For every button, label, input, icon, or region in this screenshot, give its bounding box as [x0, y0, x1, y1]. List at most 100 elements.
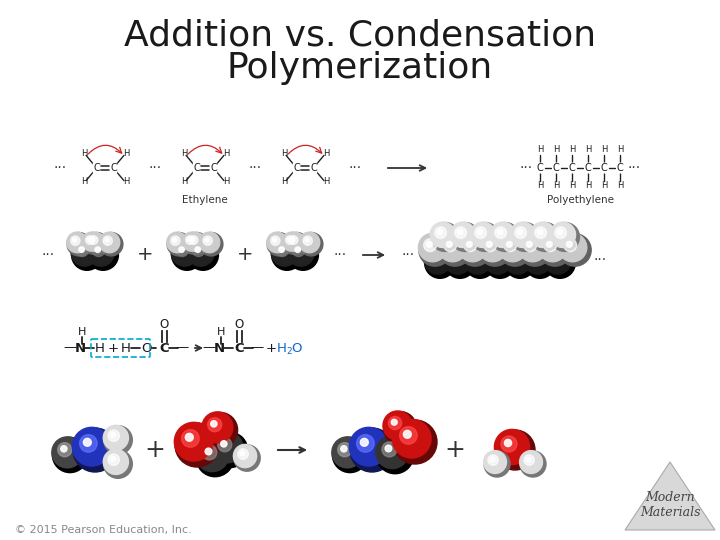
Text: ···: ···	[402, 248, 415, 262]
Circle shape	[305, 238, 309, 242]
Circle shape	[524, 247, 552, 274]
Circle shape	[389, 416, 402, 430]
Circle shape	[332, 437, 363, 468]
Circle shape	[477, 230, 482, 234]
Circle shape	[212, 433, 248, 468]
Circle shape	[490, 457, 495, 462]
Text: H: H	[323, 178, 329, 186]
Circle shape	[520, 450, 542, 474]
Text: Polyethylene: Polyethylene	[546, 195, 613, 205]
Circle shape	[478, 233, 507, 262]
Circle shape	[501, 436, 517, 452]
Text: C: C	[293, 163, 300, 173]
Circle shape	[349, 427, 388, 466]
Circle shape	[300, 233, 323, 256]
Circle shape	[512, 255, 518, 260]
Text: H: H	[585, 181, 591, 191]
Circle shape	[549, 252, 562, 265]
Text: ···: ···	[348, 161, 361, 175]
Text: +: +	[107, 341, 119, 354]
Circle shape	[455, 227, 467, 239]
Circle shape	[287, 239, 314, 266]
Circle shape	[238, 449, 248, 460]
Circle shape	[376, 436, 409, 469]
Circle shape	[187, 239, 215, 266]
Text: ···: ···	[42, 248, 55, 262]
Text: Addition vs. Condensation: Addition vs. Condensation	[124, 18, 596, 52]
Circle shape	[475, 227, 487, 239]
Circle shape	[186, 232, 204, 251]
Circle shape	[518, 233, 546, 262]
Circle shape	[450, 222, 475, 247]
Circle shape	[173, 238, 177, 242]
Text: O: O	[140, 341, 151, 354]
Text: ···: ···	[148, 161, 161, 175]
Circle shape	[529, 252, 541, 265]
Text: ···: ···	[593, 253, 606, 267]
Circle shape	[520, 451, 546, 477]
Circle shape	[205, 448, 212, 455]
Circle shape	[240, 451, 245, 456]
Circle shape	[470, 222, 495, 247]
Text: —: —	[202, 341, 215, 354]
Circle shape	[400, 427, 417, 444]
Circle shape	[444, 247, 471, 274]
Circle shape	[530, 222, 556, 247]
Circle shape	[555, 227, 567, 239]
Circle shape	[488, 455, 498, 465]
Circle shape	[171, 240, 202, 271]
Circle shape	[435, 227, 446, 239]
Circle shape	[539, 233, 567, 262]
Circle shape	[519, 234, 551, 266]
Circle shape	[495, 227, 506, 239]
Circle shape	[286, 236, 294, 245]
Text: +: +	[137, 246, 153, 265]
Circle shape	[82, 233, 104, 254]
Circle shape	[384, 411, 416, 444]
Circle shape	[86, 233, 107, 254]
Circle shape	[67, 233, 91, 256]
Circle shape	[484, 450, 506, 474]
Text: Modern
Materials: Modern Materials	[640, 491, 701, 519]
Circle shape	[52, 437, 83, 468]
Circle shape	[445, 248, 475, 278]
Circle shape	[289, 236, 298, 245]
Circle shape	[202, 412, 233, 443]
Circle shape	[60, 446, 67, 452]
Text: C: C	[93, 163, 100, 173]
Circle shape	[104, 426, 132, 454]
Text: ···: ···	[519, 161, 533, 175]
Circle shape	[80, 435, 97, 452]
Text: N: N	[213, 341, 225, 354]
Circle shape	[286, 233, 307, 254]
Circle shape	[492, 255, 498, 260]
Text: C: C	[569, 163, 575, 173]
Circle shape	[498, 230, 503, 234]
Circle shape	[53, 437, 88, 472]
Circle shape	[92, 244, 104, 256]
Text: C: C	[159, 341, 168, 354]
Circle shape	[110, 433, 116, 437]
Circle shape	[552, 255, 557, 260]
Circle shape	[287, 238, 292, 241]
Text: H: H	[585, 145, 591, 154]
Circle shape	[546, 241, 552, 247]
Circle shape	[181, 430, 199, 447]
Circle shape	[67, 232, 87, 253]
Text: N: N	[74, 341, 86, 354]
Circle shape	[271, 239, 298, 266]
Circle shape	[76, 244, 89, 256]
Circle shape	[171, 236, 180, 245]
Text: H: H	[569, 145, 575, 154]
Circle shape	[532, 255, 537, 260]
Circle shape	[439, 234, 471, 266]
Circle shape	[189, 236, 198, 245]
Text: C: C	[110, 163, 117, 173]
Circle shape	[385, 445, 392, 452]
Circle shape	[550, 222, 575, 247]
Circle shape	[192, 244, 204, 256]
Circle shape	[457, 230, 462, 234]
Circle shape	[105, 238, 109, 242]
Circle shape	[544, 239, 557, 252]
Text: H: H	[181, 150, 187, 159]
